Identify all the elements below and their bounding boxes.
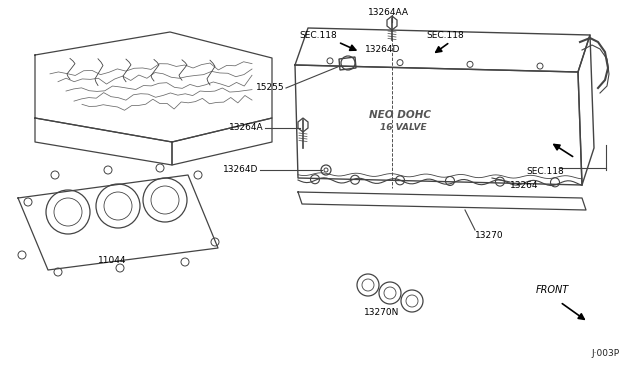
Text: 13264: 13264 xyxy=(510,180,538,189)
Text: FRONT: FRONT xyxy=(536,285,569,295)
Text: 13264D: 13264D xyxy=(365,45,401,55)
Text: SEC.118: SEC.118 xyxy=(526,167,564,176)
Text: SEC.118: SEC.118 xyxy=(426,31,464,39)
Text: 13264AA: 13264AA xyxy=(367,8,408,17)
Text: SEC.118: SEC.118 xyxy=(299,32,337,41)
Text: 16 VALVE: 16 VALVE xyxy=(380,124,426,132)
Text: 11044: 11044 xyxy=(98,256,126,265)
Text: 13264D: 13264D xyxy=(223,166,258,174)
Text: 13270: 13270 xyxy=(475,231,504,240)
Text: 13270N: 13270N xyxy=(364,308,400,317)
Text: 13264A: 13264A xyxy=(229,124,264,132)
Text: NEO DOHC: NEO DOHC xyxy=(369,110,431,120)
Text: J·003P: J·003P xyxy=(592,349,620,358)
Text: 15255: 15255 xyxy=(257,83,285,93)
